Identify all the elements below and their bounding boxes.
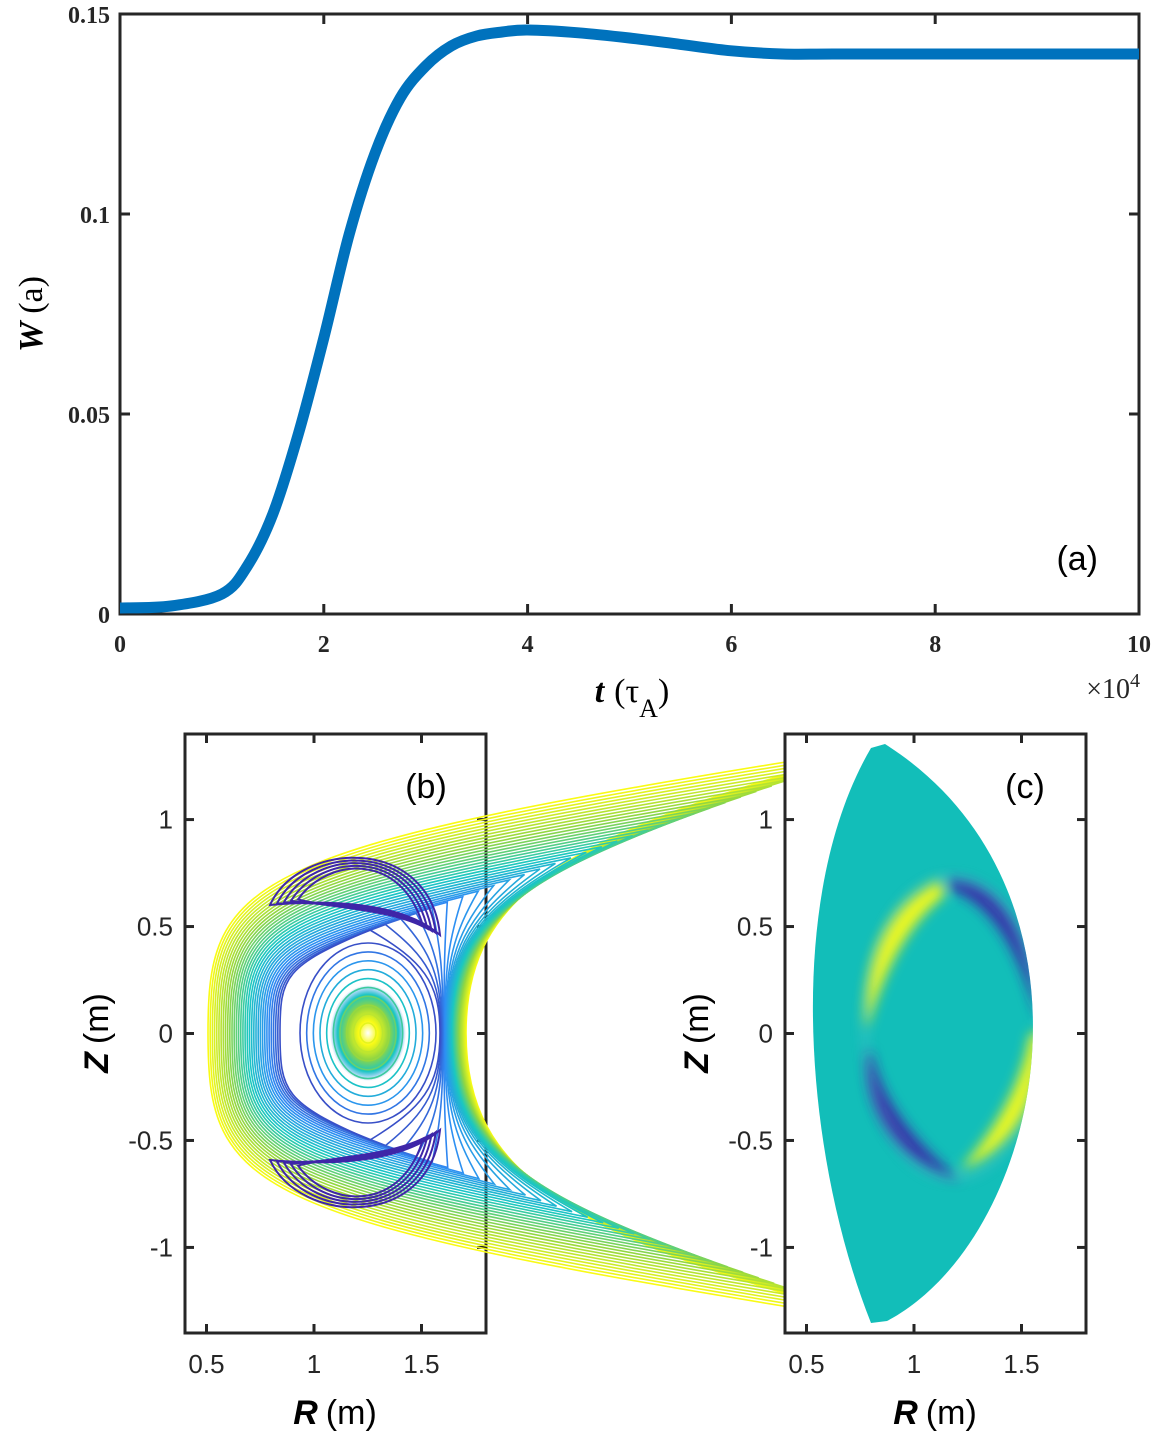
core-contour-8 (305, 951, 431, 1115)
b-y-tick-label-2: 0 (159, 1019, 173, 1049)
flux-contour-19 (248, 851, 589, 1218)
c-y-tick-label-2: 0 (759, 1019, 773, 1049)
y-tick-label-1: 0.05 (68, 403, 110, 429)
magnetic-islands (268, 856, 442, 1209)
c-x-tick-label-0: 0.5 (788, 1349, 824, 1379)
flux-contour-25 (261, 884, 497, 1186)
panel-b: 0.5 1 1.5 -1 -0.5 0 0.5 1 (b) R (m) Z(m) (78, 732, 884, 1432)
core-contour-7 (312, 959, 424, 1107)
axis-label-w: W(a) (13, 276, 50, 352)
c-y-tick-label-3: 0.5 (737, 912, 773, 942)
flux-contour-14 (237, 823, 666, 1246)
flux-contour-18 (246, 846, 604, 1224)
island-upper-4 (296, 867, 425, 929)
flux-surface-contours (207, 746, 884, 1323)
flux-contour-27 (266, 895, 465, 1175)
flux-contour-13 (235, 818, 682, 1252)
panel-label-a: (a) (1056, 540, 1098, 578)
series-line-w (120, 24, 1139, 614)
y-tick-label-3: 0.15 (68, 3, 110, 29)
axis-label-z-c: Z(m) (678, 993, 716, 1074)
axes-a-ticklabels: 0 2 4 6 8 10 0 0.05 0.1 0.15 (68, 3, 1151, 658)
flux-contour-29 (270, 906, 444, 1164)
magnetic-axis-core (330, 985, 406, 1081)
core-contour-9 (299, 942, 437, 1124)
panel-a: 0 2 4 6 8 10 0 0.05 0.1 0.15 (a) t (τA) ×104 W(a) (13, 3, 1151, 723)
axes-b-ticklabels: 0.5 1 1.5 -1 -0.5 0 0.5 1 (128, 805, 439, 1379)
positive-lobe-upper-left (865, 880, 945, 1030)
flux-contour-16 (242, 834, 635, 1235)
positive-lobe-lower-right (960, 1030, 1033, 1170)
axis-label-r-b: R (m) (293, 1394, 377, 1432)
b-x-tick-label-2: 1.5 (403, 1349, 439, 1379)
perturbation-shell (863, 876, 1033, 1180)
core-contour-2 (345, 1004, 391, 1062)
x-tick-label-1: 2 (318, 632, 330, 658)
flux-contour-8 (224, 790, 759, 1279)
panel-c: 0.5 1 1.5 -1 -0.5 0 0.5 1 (c) R (m) Z(m) (678, 732, 1088, 1432)
flux-contour-11 (231, 807, 713, 1263)
flux-contour-33 (279, 929, 441, 1141)
core-contour-3 (339, 995, 397, 1071)
axis-label-z-b: Z(m) (78, 993, 116, 1074)
b-y-tick-label-0: -1 (150, 1232, 173, 1262)
flux-contour-28 (268, 901, 449, 1169)
y-tick-label-2: 0.1 (80, 203, 110, 229)
flux-contour-23 (257, 873, 526, 1196)
core-contour-5 (325, 977, 411, 1089)
x-tick-label-2: 4 (522, 632, 534, 658)
negative-lobe-lower-left (866, 1050, 960, 1180)
flux-contour-20 (250, 857, 573, 1213)
flux-contour-15 (239, 829, 651, 1241)
panel-label-b: (b) (405, 768, 447, 806)
axis-label-t: t (τA) (595, 673, 670, 723)
axes-c-ticklabels: 0.5 1 1.5 -1 -0.5 0 0.5 1 (728, 805, 1039, 1379)
c-y-tick-label-1: -0.5 (728, 1125, 773, 1155)
core-contours (299, 942, 437, 1124)
flux-contour-17 (244, 840, 620, 1230)
b-x-tick-label-1: 1 (307, 1349, 321, 1379)
axes-c-ticks (785, 734, 1086, 1333)
island-lower-4 (296, 1136, 425, 1198)
b-y-tick-label-4: 1 (159, 805, 173, 835)
x-tick-label-5: 10 (1127, 632, 1151, 658)
b-x-tick-label-0: 0.5 (188, 1349, 224, 1379)
x-multiplier: ×104 (1086, 670, 1140, 705)
x-tick-label-0: 0 (114, 632, 126, 658)
flux-contour-30 (272, 912, 444, 1158)
y-tick-label-0: 0 (98, 603, 110, 629)
core-contour-1 (352, 1013, 384, 1053)
core-contour-0 (359, 1022, 377, 1044)
b-y-tick-label-3: 0.5 (137, 912, 173, 942)
core-contour-6 (319, 968, 417, 1098)
c-x-tick-label-1: 1 (907, 1349, 921, 1379)
x-tick-label-4: 8 (929, 632, 941, 658)
x-tick-label-3: 6 (725, 632, 737, 658)
c-x-tick-label-2: 1.5 (1003, 1349, 1039, 1379)
b-y-tick-label-1: -0.5 (128, 1125, 173, 1155)
flux-contour-24 (259, 878, 513, 1192)
panel-label-c: (c) (1005, 768, 1045, 806)
c-y-tick-label-4: 1 (759, 805, 773, 835)
flux-contour-26 (263, 889, 481, 1180)
core-contour-4 (332, 986, 404, 1080)
c-y-tick-label-0: -1 (750, 1232, 773, 1262)
axes-a-frame (118, 12, 1141, 616)
perturbation-pattern (865, 879, 1033, 1180)
negative-lobe-upper-right (945, 879, 1033, 1020)
flux-contour-12 (233, 812, 697, 1257)
axis-label-r-c: R (m) (893, 1394, 977, 1432)
